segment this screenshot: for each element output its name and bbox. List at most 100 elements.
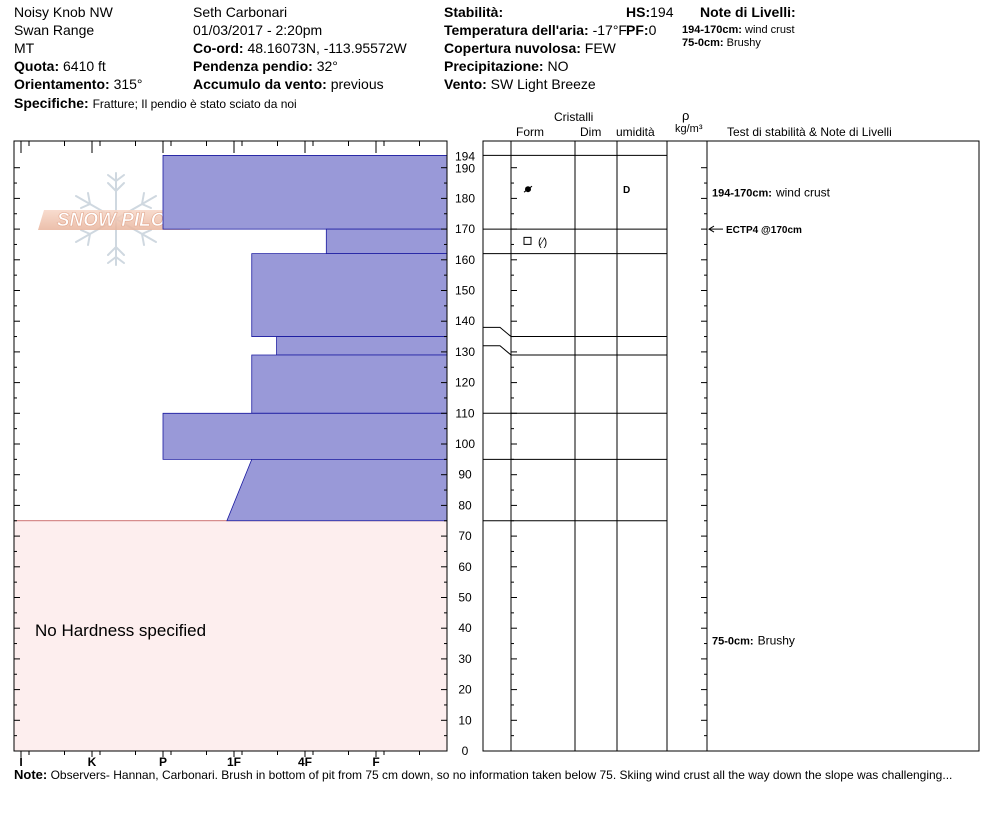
layer-note-2: 75-0cm: Brushy	[712, 633, 795, 647]
cloud-label: Copertura nuvolosa:	[444, 40, 581, 56]
connector-135	[483, 326, 512, 337]
height-label-70: 70	[458, 529, 472, 543]
specifics-row: Specifiche: Fratture; Il pendio è stato …	[14, 94, 297, 113]
elevation-value: 6410 ft	[63, 58, 106, 74]
hardness-layer-0	[162, 155, 448, 230]
hardness-layer-6	[226, 458, 448, 522]
air-temp-label: Temperatura dell'aria:	[444, 22, 589, 38]
layer-note-header-2: 75-0cm: Brushy	[682, 37, 761, 49]
grain-square	[523, 236, 532, 245]
specifics-label: Specifiche:	[14, 95, 89, 111]
hardness-label-i: I	[19, 755, 22, 769]
snow-pilot-logo: SNOW PILOT	[38, 210, 196, 231]
height-label-180: 180	[455, 191, 475, 205]
height-label-140: 140	[455, 314, 475, 328]
height-label-30: 30	[458, 652, 472, 666]
pf-row: PF:0	[626, 21, 656, 39]
precip-label: Precipitazione:	[444, 58, 544, 74]
size-column-title: Dim	[580, 125, 602, 139]
stability-test-marker	[708, 225, 723, 233]
height-axis-labels: 0 10 20 30 40 50 60 70 80 90 100 110 120 130 140 150 160…	[455, 149, 475, 758]
coord-value: 48.16073N, -113.95572W	[247, 40, 407, 56]
height-label-170: 170	[455, 222, 475, 236]
hardness-height-ticks	[14, 167, 447, 752]
hardness-frame	[13, 140, 448, 752]
slope-value: 32°	[316, 58, 338, 74]
rho-symbol: ρ	[682, 108, 690, 123]
elevation-row: Quota: 6410 ft	[14, 57, 106, 75]
pf-value: 0	[648, 22, 657, 38]
air-temp-value: -17°F	[592, 22, 627, 38]
slope-row: Pendenza pendio: 32°	[193, 57, 338, 75]
grain-paren: (⁄)	[538, 236, 547, 248]
height-label-190: 190	[455, 162, 475, 176]
hs-value: 194	[650, 4, 674, 20]
height-label-0: 0	[462, 744, 469, 758]
hardness-label-1f: 1F	[227, 755, 241, 769]
coord-row: Co-ord: 48.16073N, -113.95572W	[193, 39, 407, 57]
hardness-axis: I K P 1F 4F F	[19, 751, 420, 769]
stability-test-label: ECTP4 @170cm	[726, 225, 802, 236]
note-label: Note:	[14, 767, 48, 782]
pf-label: PF:	[626, 22, 649, 38]
height-label-150: 150	[455, 284, 475, 298]
wind-load-row: Accumulo da vento: previous	[193, 75, 384, 93]
observation-datetime: 01/03/2017 - 2:20pm	[193, 22, 323, 38]
hs-row: HS:194	[626, 3, 673, 21]
grain-form-rounded-icon	[523, 185, 533, 193]
tests-column-title: Test di stabilità & Note di Livelli	[727, 125, 892, 139]
layer-note-1: 194-170cm: wind crust	[712, 185, 831, 199]
location-name: Noisy Knob NW	[14, 4, 113, 20]
grid-height-ticks	[511, 167, 707, 752]
height-label-100: 100	[455, 437, 475, 451]
layer-boundary-lines	[511, 154, 667, 522]
note-text: Observers- Hannan, Carbonari. Brush in b…	[50, 768, 953, 782]
wind-load-value: previous	[330, 76, 384, 92]
air-temp-row: Temperatura dell'aria: -17°F	[444, 21, 627, 39]
hardness-layer-4	[251, 354, 448, 414]
density-unit-title: kg/m³	[675, 123, 703, 135]
height-label-120: 120	[455, 376, 475, 390]
note-row: Note: Observers- Hannan, Carbonari. Brus…	[14, 767, 984, 782]
aspect-label: Orientamento:	[14, 76, 110, 92]
hardness-layers	[162, 155, 448, 522]
hardness-label-4f: 4F	[298, 755, 312, 769]
height-label-50: 50	[458, 591, 472, 605]
form-column-title: Form	[516, 125, 544, 139]
height-label-160: 160	[455, 253, 475, 267]
coord-label: Co-ord:	[193, 40, 244, 56]
column-dividers	[510, 141, 708, 751]
hardness-label-f: F	[372, 755, 379, 769]
hs-label: HS:	[626, 4, 651, 20]
connector-129	[483, 345, 512, 356]
moisture-column-title: umidità	[616, 125, 655, 139]
layer-note-header-1: 194-170cm: wind crust	[682, 24, 795, 36]
stability-label: Stabilità:	[444, 4, 504, 20]
hardness-layer-5	[162, 412, 448, 460]
observer-name: Seth Carbonari	[193, 4, 288, 20]
wind-row: Vento: SW Light Breeze	[444, 75, 596, 93]
height-label-194: 194	[455, 149, 475, 163]
crystals-column-title: Cristalli	[554, 110, 594, 124]
test-arrow-head	[708, 225, 715, 233]
range-name: Swan Range	[14, 22, 95, 38]
precip-value: NO	[547, 58, 569, 74]
height-label-40: 40	[458, 621, 472, 635]
hardness-label-k: K	[88, 755, 97, 769]
height-label-90: 90	[458, 468, 472, 482]
cloud-row: Copertura nuvolosa: FEW	[444, 39, 616, 57]
wind-label: Vento:	[444, 76, 487, 92]
hardness-label-p: P	[159, 755, 167, 769]
wind-value: SW Light Breeze	[490, 76, 596, 92]
no-hardness-area	[13, 520, 448, 752]
layer-notes-title: Note di Livelli:	[700, 4, 796, 20]
moisture-value: D	[623, 185, 630, 196]
hardness-layer-2	[251, 253, 448, 337]
stability-row: Stabilità:	[444, 3, 503, 21]
height-label-20: 20	[458, 683, 472, 697]
grain-dot-line	[523, 185, 533, 193]
cloud-value: FEW	[584, 40, 616, 56]
hardness-top-ticks	[20, 141, 420, 153]
logo-text: SNOW PILOT	[57, 210, 179, 231]
